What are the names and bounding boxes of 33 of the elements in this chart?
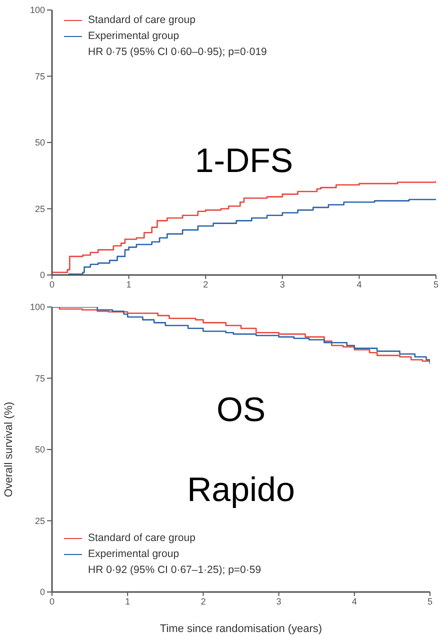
x-tick-label: 1: [126, 279, 132, 290]
x-tick-label: 5: [427, 596, 433, 606]
x-tick-label: 5: [433, 279, 439, 290]
annotation: HR 0·92 (95% CI 0·67–1·25); p=0·59: [88, 563, 262, 578]
x-tick-label: 0: [49, 279, 55, 290]
annotation: 1-DFS: [194, 141, 294, 182]
y-tick-label: 50: [34, 138, 45, 148]
x-tick-label: 4: [356, 279, 362, 290]
y-tick-label: 100: [30, 302, 45, 312]
y-tick-label: 100: [30, 5, 45, 16]
x-tick-label: 3: [280, 279, 285, 290]
x-tick-label: 1: [125, 596, 130, 606]
legend-label: Experimental group: [88, 547, 180, 562]
y-tick-label: 50: [34, 444, 45, 455]
x-tick-label: 2: [200, 596, 206, 606]
annotation: HR 0·75 (95% CI 0·60–0·95); p=0·019: [88, 45, 267, 60]
y-axis-title: Overall survival (%): [2, 402, 15, 498]
legend-label: Standard of care group: [88, 13, 196, 28]
annotation: Rapido: [186, 470, 296, 511]
y-tick-label: 75: [34, 373, 45, 384]
y-tick-label: 25: [34, 516, 45, 526]
x-tick-label: 0: [49, 596, 55, 606]
x-tick-label: 3: [276, 596, 282, 606]
y-tick-label: 25: [34, 204, 45, 214]
y-tick-label: 0: [40, 270, 45, 280]
annotation: OS: [215, 390, 267, 431]
x-axis-title: Time since randomisation (years): [160, 623, 322, 635]
x-tick-label: 2: [203, 279, 208, 290]
y-tick-label: 0: [40, 587, 45, 598]
x-tick-label: 4: [352, 596, 357, 606]
legend-label: Standard of care group: [88, 531, 196, 546]
y-tick-label: 75: [34, 71, 45, 82]
legend-label: Experimental group: [88, 29, 180, 44]
